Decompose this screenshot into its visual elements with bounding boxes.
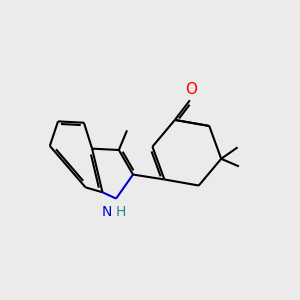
Text: O: O [185,82,197,97]
Text: H: H [116,205,127,219]
Text: N: N [102,205,112,219]
